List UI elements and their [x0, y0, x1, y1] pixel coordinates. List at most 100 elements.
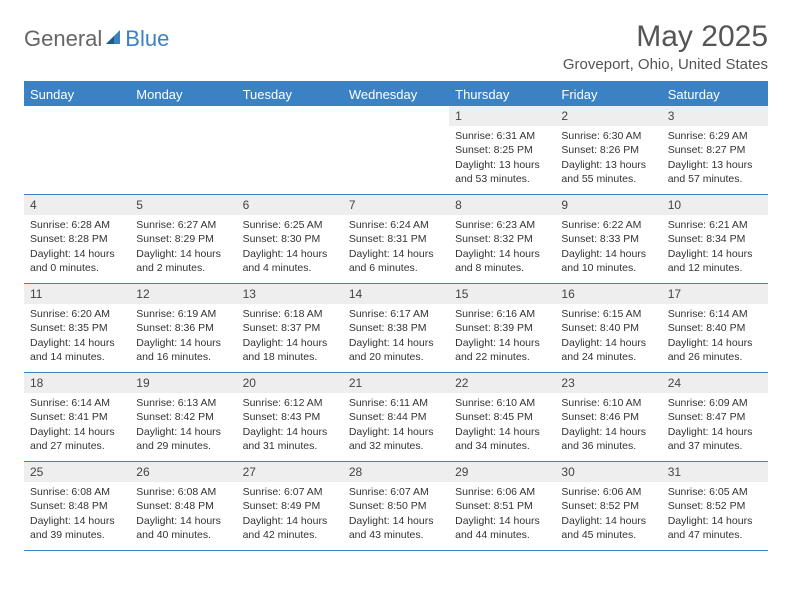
sunrise-text: Sunrise: 6:19 AM [136, 307, 230, 321]
sunrise-text: Sunrise: 6:27 AM [136, 218, 230, 232]
weekday-header-row: SundayMondayTuesdayWednesdayThursdayFrid… [24, 83, 768, 106]
day-cell: 19Sunrise: 6:13 AMSunset: 8:42 PMDayligh… [130, 373, 236, 461]
weekday-header: Thursday [449, 83, 555, 106]
sunset-text: Sunset: 8:35 PM [30, 321, 124, 335]
sunset-text: Sunset: 8:27 PM [668, 143, 762, 157]
day-number: 19 [130, 373, 236, 393]
daylight-text: Daylight: 14 hours and 40 minutes. [136, 514, 230, 542]
day-number: 20 [237, 373, 343, 393]
day-details: Sunrise: 6:13 AMSunset: 8:42 PMDaylight:… [130, 393, 236, 459]
sunset-text: Sunset: 8:45 PM [455, 410, 549, 424]
sunrise-text: Sunrise: 6:07 AM [243, 485, 337, 499]
logo: General Blue [24, 20, 169, 52]
daylight-text: Daylight: 14 hours and 12 minutes. [668, 247, 762, 275]
day-cell: 18Sunrise: 6:14 AMSunset: 8:41 PMDayligh… [24, 373, 130, 461]
daylight-text: Daylight: 14 hours and 44 minutes. [455, 514, 549, 542]
day-number: 21 [343, 373, 449, 393]
sunrise-text: Sunrise: 6:06 AM [561, 485, 655, 499]
daylight-text: Daylight: 14 hours and 37 minutes. [668, 425, 762, 453]
daylight-text: Daylight: 14 hours and 10 minutes. [561, 247, 655, 275]
sunset-text: Sunset: 8:33 PM [561, 232, 655, 246]
day-cell: 24Sunrise: 6:09 AMSunset: 8:47 PMDayligh… [662, 373, 768, 461]
day-details: Sunrise: 6:08 AMSunset: 8:48 PMDaylight:… [24, 482, 130, 548]
day-number: 15 [449, 284, 555, 304]
sunset-text: Sunset: 8:40 PM [668, 321, 762, 335]
daylight-text: Daylight: 14 hours and 31 minutes. [243, 425, 337, 453]
day-cell: 15Sunrise: 6:16 AMSunset: 8:39 PMDayligh… [449, 284, 555, 372]
sunrise-text: Sunrise: 6:08 AM [30, 485, 124, 499]
sunset-text: Sunset: 8:41 PM [30, 410, 124, 424]
sunrise-text: Sunrise: 6:12 AM [243, 396, 337, 410]
sunset-text: Sunset: 8:38 PM [349, 321, 443, 335]
sunrise-text: Sunrise: 6:14 AM [30, 396, 124, 410]
sunset-text: Sunset: 8:42 PM [136, 410, 230, 424]
day-cell: 26Sunrise: 6:08 AMSunset: 8:48 PMDayligh… [130, 462, 236, 550]
day-details: Sunrise: 6:08 AMSunset: 8:48 PMDaylight:… [130, 482, 236, 548]
day-cell [343, 106, 449, 194]
day-cell: 17Sunrise: 6:14 AMSunset: 8:40 PMDayligh… [662, 284, 768, 372]
day-details: Sunrise: 6:31 AMSunset: 8:25 PMDaylight:… [449, 126, 555, 192]
day-details: Sunrise: 6:30 AMSunset: 8:26 PMDaylight:… [555, 126, 661, 192]
daylight-text: Daylight: 13 hours and 57 minutes. [668, 158, 762, 186]
sunset-text: Sunset: 8:28 PM [30, 232, 124, 246]
day-details: Sunrise: 6:07 AMSunset: 8:49 PMDaylight:… [237, 482, 343, 548]
sunrise-text: Sunrise: 6:09 AM [668, 396, 762, 410]
day-details: Sunrise: 6:20 AMSunset: 8:35 PMDaylight:… [24, 304, 130, 370]
sunset-text: Sunset: 8:34 PM [668, 232, 762, 246]
day-details: Sunrise: 6:24 AMSunset: 8:31 PMDaylight:… [343, 215, 449, 281]
sunset-text: Sunset: 8:40 PM [561, 321, 655, 335]
sunset-text: Sunset: 8:43 PM [243, 410, 337, 424]
logo-text-a: General [24, 26, 102, 52]
day-number: 13 [237, 284, 343, 304]
daylight-text: Daylight: 14 hours and 6 minutes. [349, 247, 443, 275]
daylight-text: Daylight: 14 hours and 47 minutes. [668, 514, 762, 542]
day-number: 25 [24, 462, 130, 482]
day-number: 3 [662, 106, 768, 126]
day-details: Sunrise: 6:21 AMSunset: 8:34 PMDaylight:… [662, 215, 768, 281]
day-cell: 28Sunrise: 6:07 AMSunset: 8:50 PMDayligh… [343, 462, 449, 550]
day-cell [130, 106, 236, 194]
day-cell: 31Sunrise: 6:05 AMSunset: 8:52 PMDayligh… [662, 462, 768, 550]
day-cell [24, 106, 130, 194]
day-cell: 13Sunrise: 6:18 AMSunset: 8:37 PMDayligh… [237, 284, 343, 372]
day-cell: 10Sunrise: 6:21 AMSunset: 8:34 PMDayligh… [662, 195, 768, 283]
daylight-text: Daylight: 14 hours and 42 minutes. [243, 514, 337, 542]
weekday-header: Friday [555, 83, 661, 106]
day-cell: 14Sunrise: 6:17 AMSunset: 8:38 PMDayligh… [343, 284, 449, 372]
day-number: 11 [24, 284, 130, 304]
title-block: May 2025 Groveport, Ohio, United States [563, 20, 768, 73]
sunset-text: Sunset: 8:25 PM [455, 143, 549, 157]
daylight-text: Daylight: 14 hours and 0 minutes. [30, 247, 124, 275]
daylight-text: Daylight: 14 hours and 18 minutes. [243, 336, 337, 364]
day-number: 17 [662, 284, 768, 304]
day-number: 31 [662, 462, 768, 482]
daylight-text: Daylight: 14 hours and 20 minutes. [349, 336, 443, 364]
sunset-text: Sunset: 8:30 PM [243, 232, 337, 246]
day-details: Sunrise: 6:09 AMSunset: 8:47 PMDaylight:… [662, 393, 768, 459]
day-number: 7 [343, 195, 449, 215]
day-number: 2 [555, 106, 661, 126]
day-cell: 16Sunrise: 6:15 AMSunset: 8:40 PMDayligh… [555, 284, 661, 372]
day-details: Sunrise: 6:11 AMSunset: 8:44 PMDaylight:… [343, 393, 449, 459]
sunrise-text: Sunrise: 6:10 AM [561, 396, 655, 410]
weekday-header: Saturday [662, 83, 768, 106]
sunset-text: Sunset: 8:52 PM [561, 499, 655, 513]
sunrise-text: Sunrise: 6:08 AM [136, 485, 230, 499]
location-subtitle: Groveport, Ohio, United States [563, 56, 768, 73]
day-details: Sunrise: 6:16 AMSunset: 8:39 PMDaylight:… [449, 304, 555, 370]
day-cell: 29Sunrise: 6:06 AMSunset: 8:51 PMDayligh… [449, 462, 555, 550]
weekday-header: Monday [130, 83, 236, 106]
sunset-text: Sunset: 8:29 PM [136, 232, 230, 246]
day-details: Sunrise: 6:10 AMSunset: 8:46 PMDaylight:… [555, 393, 661, 459]
sunset-text: Sunset: 8:51 PM [455, 499, 549, 513]
logo-sail-icon [104, 26, 124, 52]
day-cell: 4Sunrise: 6:28 AMSunset: 8:28 PMDaylight… [24, 195, 130, 283]
sunrise-text: Sunrise: 6:15 AM [561, 307, 655, 321]
sunset-text: Sunset: 8:36 PM [136, 321, 230, 335]
sunset-text: Sunset: 8:48 PM [136, 499, 230, 513]
day-details: Sunrise: 6:27 AMSunset: 8:29 PMDaylight:… [130, 215, 236, 281]
day-cell: 9Sunrise: 6:22 AMSunset: 8:33 PMDaylight… [555, 195, 661, 283]
sunrise-text: Sunrise: 6:05 AM [668, 485, 762, 499]
day-details: Sunrise: 6:06 AMSunset: 8:52 PMDaylight:… [555, 482, 661, 548]
day-number: 16 [555, 284, 661, 304]
